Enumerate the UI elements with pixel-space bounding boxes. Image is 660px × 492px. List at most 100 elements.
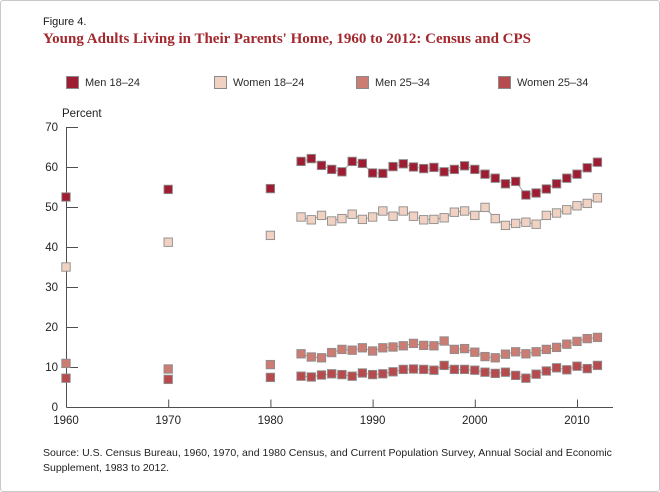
figure-number: Figure 4. (43, 16, 87, 28)
data-point-marker (459, 161, 470, 171)
data-point-marker (316, 370, 327, 380)
data-point-marker (439, 360, 449, 371)
axis-label: 2000 (462, 415, 488, 427)
data-point-marker (459, 206, 470, 216)
data-point-marker (592, 157, 603, 167)
data-point-marker (429, 214, 439, 225)
legend-label: Women 18–24 (233, 76, 305, 89)
data-point-marker (337, 213, 347, 224)
data-point-marker (439, 213, 449, 223)
data-point-marker (327, 369, 337, 379)
data-point-marker (61, 192, 71, 202)
legend-label: Women 25–34 (517, 76, 589, 89)
data-point-marker (562, 205, 572, 215)
data-point-marker (419, 340, 429, 351)
data-point-marker (306, 215, 316, 225)
data-point-marker (419, 215, 429, 225)
axis-label: Percent (62, 108, 102, 120)
axis-label: 40 (45, 242, 58, 254)
axis-label: 1990 (360, 415, 386, 427)
data-point-marker (408, 162, 419, 172)
data-point-marker (459, 343, 470, 354)
data-point-marker (347, 209, 357, 219)
legend-swatch-women-25-34 (498, 76, 511, 89)
data-point-marker (265, 183, 276, 194)
data-point-marker (592, 193, 603, 203)
data-point-marker (357, 368, 368, 378)
data-point-marker (541, 184, 551, 194)
data-point-marker (490, 213, 500, 224)
data-point-marker (316, 353, 327, 363)
data-point-marker (449, 207, 460, 217)
series-women-25-34 (61, 360, 603, 385)
data-point-marker (265, 230, 276, 241)
data-point-marker (419, 163, 429, 174)
data-point-marker (347, 371, 357, 381)
data-point-marker (551, 363, 562, 373)
data-point-marker (572, 201, 582, 211)
x-axis-ticks: 1960 1970 1980 1990 2000 2010 (53, 399, 590, 427)
data-point-marker (490, 368, 500, 379)
data-point-marker (296, 371, 306, 381)
data-point-marker (327, 216, 337, 226)
data-point-marker (388, 367, 398, 377)
data-point-marker (296, 349, 306, 359)
data-point-marker (562, 339, 572, 349)
series-men-25-34 (61, 332, 603, 374)
axis-label: 1970 (155, 415, 181, 427)
data-point-marker (500, 179, 511, 189)
data-point-marker (163, 374, 173, 385)
legend-label: Men 25–34 (375, 76, 431, 89)
data-point-marker (367, 369, 378, 380)
data-point-marker (572, 361, 582, 371)
data-point-marker (306, 153, 316, 164)
data-point-marker (521, 349, 531, 359)
data-point-marker (521, 217, 531, 227)
data-point-marker (306, 352, 316, 362)
data-point-marker (327, 164, 337, 175)
legend: Men 18–24 Women 18–24 Men 25–34 Women 25–34 (1, 1, 659, 89)
axis-label: 1980 (258, 415, 284, 427)
data-point-marker (541, 366, 551, 376)
data-point-marker (337, 344, 347, 355)
data-point-marker (480, 202, 490, 213)
data-point-marker (541, 344, 551, 355)
data-point-marker (388, 211, 398, 221)
data-point-marker (337, 167, 347, 177)
data-point-marker (511, 370, 521, 381)
legend-swatch-women-18-24 (214, 76, 227, 89)
data-point-marker (470, 164, 480, 175)
data-point-marker (296, 212, 306, 222)
axis-label: 20 (45, 322, 58, 334)
data-point-marker (357, 343, 368, 353)
data-point-marker (429, 162, 439, 173)
data-point-marker (551, 342, 562, 353)
data-point-marker (521, 373, 531, 383)
data-point-marker (61, 373, 71, 383)
data-point-marker (378, 369, 388, 379)
axis-label: 1960 (53, 415, 79, 427)
data-point-marker (378, 168, 388, 179)
axis-label: 70 (45, 122, 58, 134)
data-point-marker (439, 336, 449, 346)
data-point-marker (449, 364, 460, 375)
data-point-marker (429, 365, 439, 375)
data-point-marker (511, 218, 521, 229)
data-point-marker (582, 163, 592, 173)
axis-label: 2010 (564, 415, 590, 427)
series-men-18-24 (61, 153, 603, 202)
data-point-marker (357, 214, 368, 225)
data-point-marker (531, 188, 541, 198)
legend-label: Men 18–24 (85, 76, 141, 89)
data-point-marker (551, 179, 562, 189)
legend-item-men-18-24: Men 18–24 (66, 76, 140, 89)
data-point-marker (337, 369, 347, 380)
data-point-marker (398, 364, 408, 375)
data-point-marker (296, 156, 306, 167)
data-point-marker (470, 347, 480, 357)
axis-label: 0 (52, 402, 58, 414)
data-point-marker (592, 332, 603, 343)
data-point-marker (327, 347, 337, 358)
figure-title: Young Adults Living in Their Parents' Ho… (43, 31, 532, 47)
